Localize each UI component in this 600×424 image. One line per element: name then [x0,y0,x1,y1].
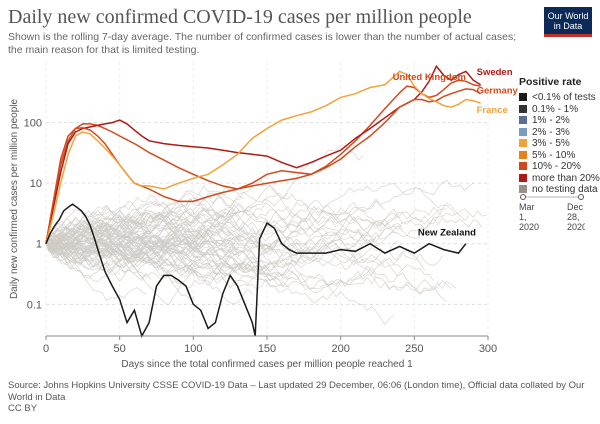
series-line-france [45,70,481,244]
x-tick-label: 200 [331,343,349,355]
background-country-line [45,232,394,326]
logo-line-1: Our World [547,11,589,21]
series-label: New Zealand [418,228,476,239]
background-country-line [45,193,447,262]
owid-logo[interactable]: Our World in Data [544,7,592,37]
background-country-line [45,230,204,261]
series-label: United Kingdom [393,72,466,83]
x-tick-label: 100 [184,343,202,355]
legend-swatch [519,116,527,124]
legend-item[interactable]: 0.1% - 1% [519,104,578,116]
series-line-germany [45,88,481,244]
legend-label: 1% - 2% [532,115,570,126]
license-note: CC BY [8,403,38,414]
x-tick-label: 0 [43,343,49,355]
slider-end-year: 2020 [567,222,585,232]
background-country-line [45,243,151,282]
background-country-line [45,237,324,275]
legend-swatch [519,173,527,182]
x-axis-label: Days since the total confirmed cases per… [121,359,413,370]
background-country-line [45,229,213,254]
series-label: Germany [477,86,519,97]
slider-start-year: 2020 [519,222,539,232]
series-line-new-zealand [45,203,467,338]
background-country-line [45,224,443,266]
legend-label: <0.1% of tests [532,92,596,103]
background-country-line [45,235,447,304]
background-country-line [45,209,386,264]
background-country-line [45,211,456,291]
legend-swatch [519,127,527,136]
legend-swatch [519,139,527,147]
legend-label: 3% - 5% [532,138,570,149]
y-tick-label: 0.1 [27,299,42,311]
legend-label: more than 20% [532,172,600,184]
legend-item[interactable]: 1% - 2% [519,115,570,127]
time-slider-track[interactable]: Mar 1, 2020 Dec 28, 2020 [519,193,587,233]
legend-label: 2% - 3% [532,126,570,138]
legend-item[interactable]: 5% - 10% [519,150,575,162]
legend-swatch [519,185,527,193]
legend-swatch [519,150,527,159]
background-country-line [45,202,306,244]
background-country-line [45,226,195,252]
background-country-line [45,233,452,295]
background-country-line [45,237,196,278]
legend-title: Positive rate [519,76,582,88]
background-country-line [45,212,456,270]
legend-label: 10% - 20% [532,161,581,172]
slider-end-month: Dec [567,202,584,212]
x-tick-label: 50 [114,343,126,355]
line-chart[interactable]: 0.1 1 10 100 0 50 100 150 200 250 300 Days since th… [0,0,600,370]
series-labels: United Kingdom Sweden Germany France New Zea… [393,67,519,239]
footer: Source: Johns Hopkins University CSSE CO… [8,380,588,415]
x-tick-label: 300 [479,343,497,355]
logo-line-2: in Data [553,21,583,31]
legend-swatch [519,162,527,170]
legend-item[interactable]: 2% - 3% [519,127,570,139]
legend-item[interactable]: more than 20% [519,173,600,185]
legend-swatch [519,93,527,101]
legend-item[interactable]: <0.1% of tests [519,92,596,104]
chart-title: Daily new confirmed COVID-19 cases per m… [8,6,472,28]
slider-start-month: Mar [519,202,535,212]
legend-item[interactable]: 3% - 5% [519,138,570,150]
slider-start-day: 1, [519,212,527,222]
axes: 0.1 1 10 100 0 50 100 150 200 250 300 Days since th… [9,99,497,370]
slider-end-handle[interactable] [578,194,584,200]
series-lines [45,64,481,338]
legend-label: 5% - 10% [532,149,576,161]
slider-start-handle[interactable] [520,194,526,200]
series-line-sweden [45,64,481,244]
legend-swatch [519,104,527,113]
series-label: Sweden [477,67,513,78]
chart-subtitle: Shown is the rolling 7-day average. The … [8,31,517,56]
time-slider[interactable]: Mar 1, 2020 Dec 28, 2020 [519,193,587,233]
source-note: Source: Johns Hopkins University CSSE CO… [8,380,585,403]
background-country-line [45,232,226,269]
background-country-line [45,230,284,281]
x-tick-label: 250 [405,343,423,355]
gridlines [45,62,489,336]
slider-end-day: 28, [567,212,580,222]
legend-label: no testing data [532,184,598,195]
legend-label: 0.1% - 1% [532,103,579,115]
y-tick-label: 100 [24,118,42,130]
background-country-line [45,217,293,269]
legend-item[interactable]: no testing data [519,184,598,196]
y-tick-label: 1 [36,239,42,251]
background-country-line [45,222,231,262]
x-tick-label: 150 [258,343,276,355]
legend-item[interactable]: 10% - 20% [519,161,581,173]
series-label: France [477,105,508,116]
y-axis-label: Daily new confirmed cases per million pe… [9,99,20,300]
background-country-lines [45,145,487,326]
y-tick-label: 10 [30,178,42,190]
